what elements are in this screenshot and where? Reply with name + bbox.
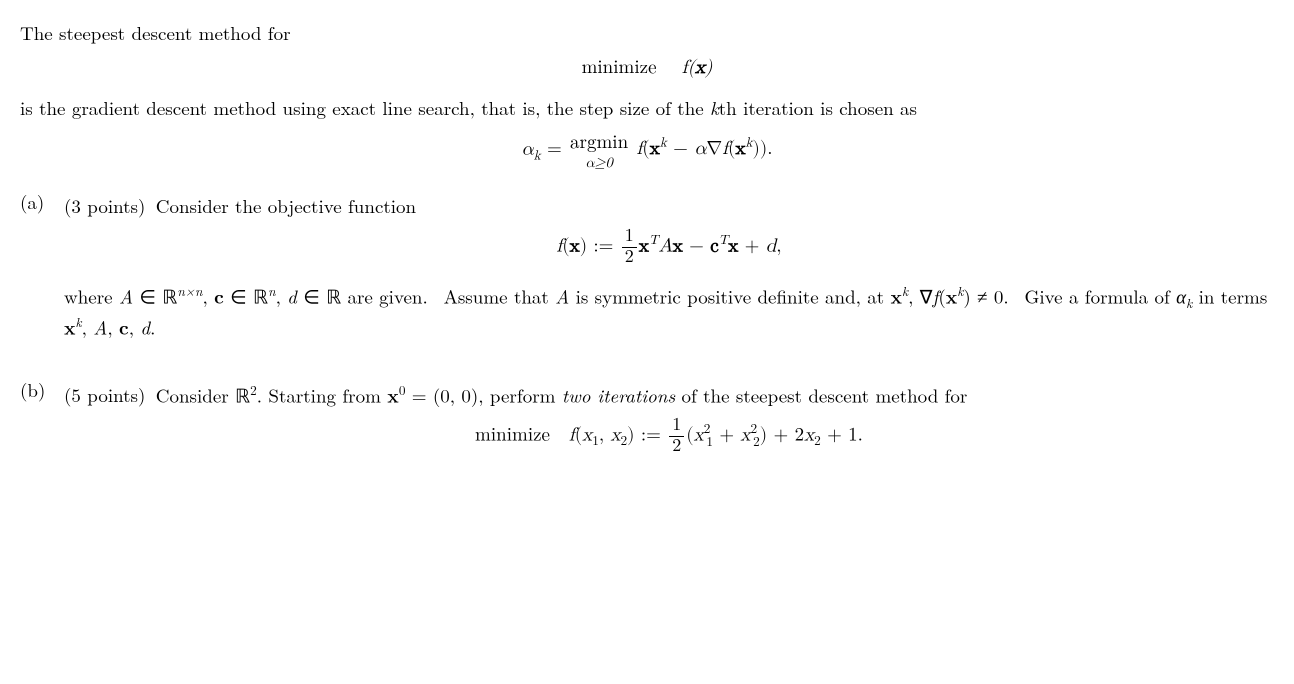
intro-line1: The steepest descent method for bbox=[20, 20, 1274, 47]
intro-line2: is the gradient descent method using exa… bbox=[20, 95, 1274, 122]
eq1-rhs: f(x) bbox=[682, 58, 713, 77]
intro-eq2: αk = argmin α≥0 f(xk − α∇f(xk)). bbox=[20, 130, 1274, 171]
argmin-op: argmin α≥0 bbox=[570, 130, 628, 171]
part-a-eq: f(x) := 1 2 xTAx − cTx + d, bbox=[64, 227, 1274, 268]
minimize-label: minimize bbox=[582, 58, 657, 77]
part-b-eq: minimize f(x1, x2) := 1 2 (x21 + x22) + … bbox=[64, 416, 1274, 457]
frac-half-a: 1 2 bbox=[622, 227, 637, 268]
part-b-label: (b) bbox=[20, 377, 64, 472]
part-b-lead: (5 points) Consider ℝ2. Starting from x0… bbox=[64, 381, 1274, 409]
part-a-lead: (3 points) Consider the objective functi… bbox=[64, 193, 1274, 220]
part-a: (a) (3 points) Consider the objective fu… bbox=[20, 189, 1274, 345]
part-a-label: (a) bbox=[20, 189, 64, 345]
eq2-body: f(xk − α∇f(xk)). bbox=[636, 139, 772, 158]
frac-half-b: 1 2 bbox=[669, 416, 684, 457]
part-b: (b) (5 points) Consider ℝ2. Starting fro… bbox=[20, 377, 1274, 472]
intro-eq1: minimize f(x) bbox=[20, 55, 1274, 82]
part-a-where: where A ∈ ℝn×n, c ∈ ℝn, d ∈ ℝ are given.… bbox=[64, 282, 1274, 341]
